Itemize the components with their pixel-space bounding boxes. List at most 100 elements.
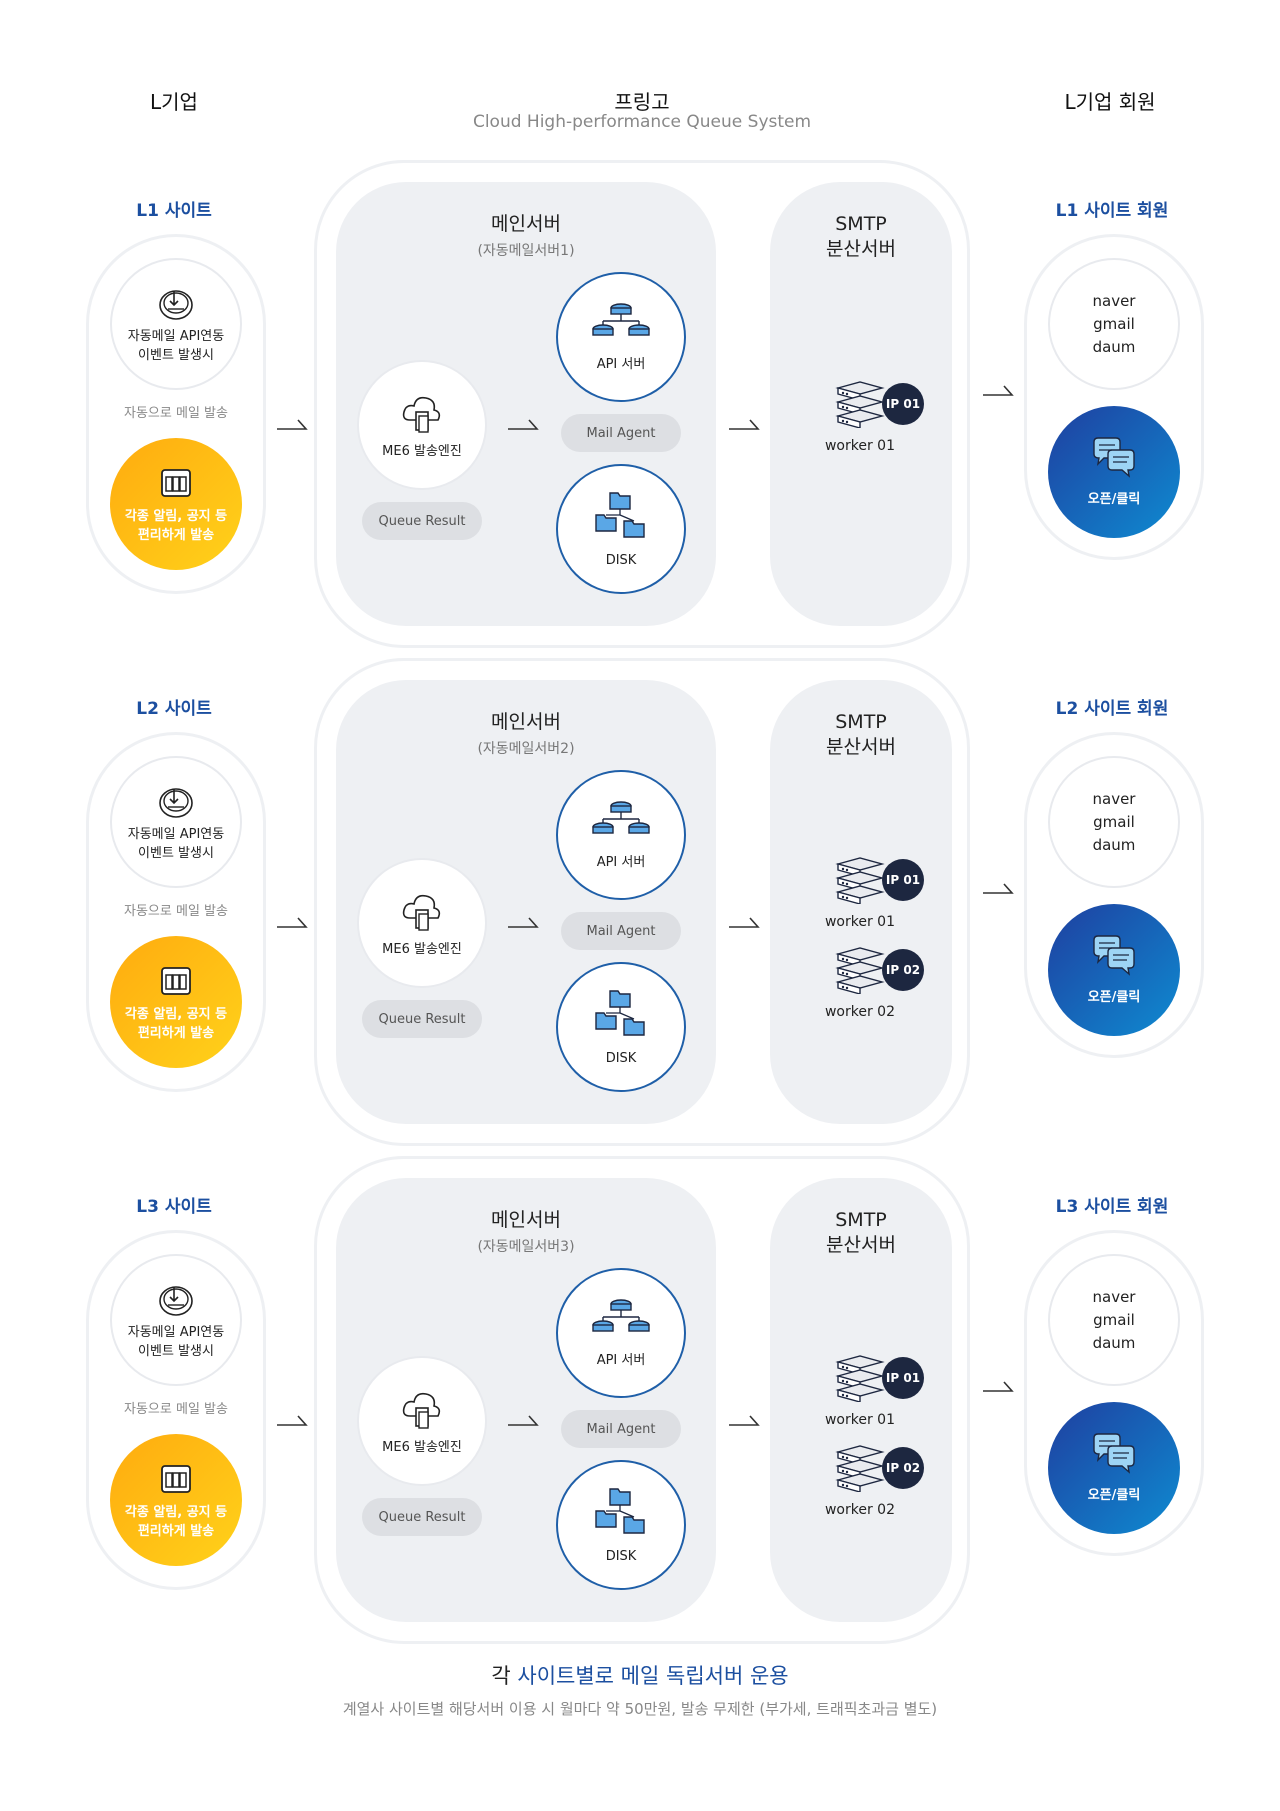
server-stack-icon (834, 1352, 886, 1406)
main-server-subtitle: (자동메일서버3) (477, 1239, 575, 1255)
member-label: L2 사이트 회원 (1055, 699, 1169, 719)
api-server-label: API 서버 (596, 356, 646, 372)
touch-icon (156, 283, 196, 327)
site-label: L2 사이트 (136, 699, 212, 719)
smtp-title-line1: SMTP (835, 1209, 887, 1231)
arrow-engine-to-api (507, 416, 539, 430)
arrow-main-to-smtp (728, 914, 760, 928)
smtp-title-line1: SMTP (835, 711, 887, 733)
disk-label: DISK (605, 552, 637, 568)
api-event-circle: 자동메일 API연동 이벤트 발생시 (110, 756, 242, 888)
arrow-engine-to-api (507, 914, 539, 928)
arrow-engine-to-api (507, 1412, 539, 1426)
provider-name: gmail (1093, 812, 1135, 831)
arrow-right-icon (277, 419, 308, 430)
event-line2: 이벤트 발생시 (138, 1344, 214, 1359)
engine-label: ME6 발송엔진 (382, 443, 462, 459)
disk-circle: DISK (556, 464, 686, 594)
api-server-label: API 서버 (596, 854, 646, 870)
notice-line2: 편리하게 발송 (137, 528, 215, 543)
notice-line2: 편리하게 발송 (137, 1524, 215, 1539)
engine-label: ME6 발송엔진 (382, 1439, 462, 1455)
engine-label: ME6 발송엔진 (382, 941, 462, 957)
queue-result-chip: Queue Result (362, 502, 482, 540)
disk-label: DISK (605, 1548, 637, 1564)
arrow-right-icon (983, 883, 1014, 894)
arrow-right-icon (729, 419, 760, 430)
worker-label: worker 01 (824, 1412, 895, 1428)
worker-label: worker 01 (824, 914, 895, 930)
main-server-title: 메인서버 (491, 1209, 561, 1231)
notice-line1: 각종 알림, 공지 등 (124, 509, 228, 524)
document-icon (156, 463, 196, 507)
event-line1: 자동메일 API연동 (127, 329, 225, 344)
chat-bubbles-icon (1090, 934, 1138, 982)
footer-subtitle: 계열사 사이트별 해당서버 이용 시 월마다 약 50만원, 발송 무제한 (부… (342, 1700, 938, 1718)
chat-bubbles-icon (1090, 436, 1138, 484)
open-click-circle: 오픈/클릭 (1048, 1402, 1180, 1534)
disk-label: DISK (605, 1050, 637, 1066)
api-server-label: API 서버 (596, 1352, 646, 1368)
arrow-right-icon (729, 917, 760, 928)
arrow-right-icon (729, 1415, 760, 1426)
arrow-right-icon (508, 419, 539, 430)
header-center-title: 프링고 (614, 90, 670, 114)
arrow-right-icon (983, 1381, 1014, 1392)
providers-circle: naver gmail daum (1048, 258, 1180, 390)
api-server-circle: API 서버 (556, 1268, 686, 1398)
smtp-title-line2: 분산서버 (826, 736, 896, 758)
smtp-title-line1: SMTP (835, 213, 887, 235)
arrow-right-icon (508, 917, 539, 928)
auto-send-label: 자동으로 메일 발송 (124, 1402, 228, 1417)
notice-line1: 각종 알림, 공지 등 (124, 1007, 228, 1022)
engine-circle: ME6 발송엔진 (357, 360, 487, 490)
site-label: L3 사이트 (136, 1197, 212, 1217)
arrow-right-icon (508, 1415, 539, 1426)
engine-circle: ME6 발송엔진 (357, 1356, 487, 1486)
mail-agent-chip: Mail Agent (561, 912, 681, 950)
engine-circle: ME6 발송엔진 (357, 858, 487, 988)
main-server-title: 메인서버 (491, 711, 561, 733)
document-icon (156, 1459, 196, 1503)
api-server-circle: API 서버 (556, 770, 686, 900)
header-center-subtitle: Cloud High-performance Queue System (472, 112, 812, 132)
queue-result-chip: Queue Result (362, 1498, 482, 1536)
api-event-circle: 자동메일 API연동 이벤트 발생시 (110, 258, 242, 390)
footer-title-highlight: 사이트별로 메일 독립서버 운용 (517, 1664, 789, 1688)
mail-agent-chip: Mail Agent (561, 1410, 681, 1448)
arrow-site-to-server (276, 914, 308, 928)
auto-send-label: 자동으로 메일 발송 (124, 406, 228, 421)
ip-badge: IP 02 (882, 949, 924, 991)
header-right: L기업 회원 (1064, 90, 1156, 114)
ip-badge: IP 01 (882, 1357, 924, 1399)
provider-name: daum (1092, 337, 1136, 356)
ip-badge: IP 01 (882, 383, 924, 425)
disk-circle: DISK (556, 962, 686, 1092)
chat-bubbles-icon (1090, 1432, 1138, 1480)
folder-tree-icon (592, 1485, 650, 1543)
folder-tree-icon (592, 489, 650, 547)
arrow-site-to-server (276, 416, 308, 430)
provider-name: naver (1092, 1287, 1136, 1306)
server-stack-icon (834, 1442, 886, 1496)
database-network-icon (590, 1297, 652, 1345)
provider-name: gmail (1093, 1310, 1135, 1329)
provider-name: daum (1092, 1333, 1136, 1352)
event-line1: 자동메일 API연동 (127, 1325, 225, 1340)
mail-agent-chip: Mail Agent (561, 414, 681, 452)
smtp-panel (770, 1178, 952, 1622)
smtp-title-line2: 분산서버 (826, 1234, 896, 1256)
server-stack-icon (834, 854, 886, 908)
database-network-icon (590, 301, 652, 349)
providers-circle: naver gmail daum (1048, 1254, 1180, 1386)
open-click-label: 오픈/클릭 (1087, 491, 1141, 507)
event-line1: 자동메일 API연동 (127, 827, 225, 842)
footer-title: 각 사이트별로 메일 독립서버 운용 (0, 1660, 1280, 1690)
site-label: L1 사이트 (136, 201, 212, 221)
main-server-subtitle: (자동메일서버2) (477, 741, 575, 757)
open-click-label: 오픈/클릭 (1087, 989, 1141, 1005)
provider-name: daum (1092, 835, 1136, 854)
member-label: L1 사이트 회원 (1055, 201, 1169, 221)
